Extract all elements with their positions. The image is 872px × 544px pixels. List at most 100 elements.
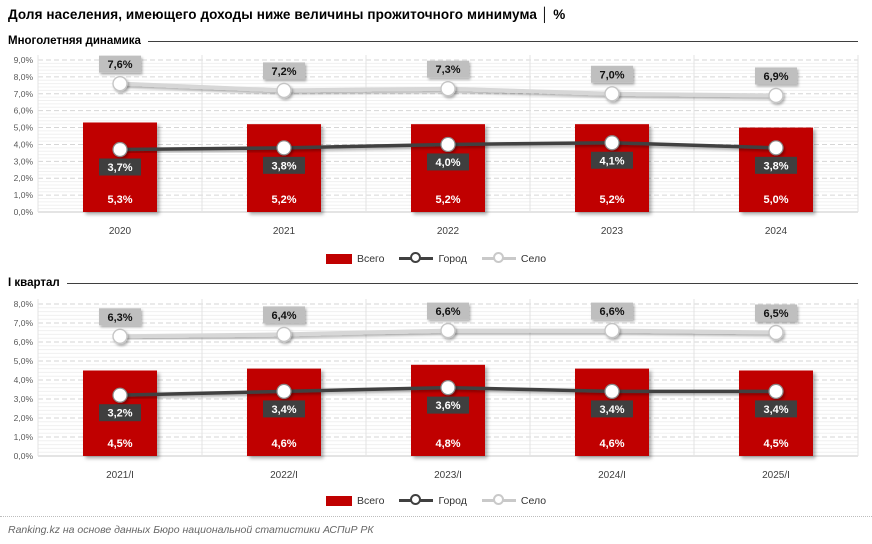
total-swatch-icon [325, 253, 352, 264]
city-label: 4,0% [435, 157, 460, 169]
x-tick-label: 2023/I [434, 470, 462, 481]
city-label: 3,4% [599, 404, 624, 416]
city-marker [604, 135, 620, 151]
village-label-box [263, 306, 305, 324]
village-line-icon [481, 494, 516, 507]
village-marker [768, 87, 784, 104]
y-tick-label: 7,0% [14, 89, 34, 99]
city-label: 3,8% [271, 160, 296, 172]
x-tick-label: 2021/I [106, 470, 134, 481]
legend-quarter: Всего Город Село [0, 494, 872, 507]
city-label: 3,2% [107, 408, 132, 420]
y-tick-label: 6,0% [14, 337, 34, 347]
total-swatch-icon [325, 495, 352, 506]
y-tick-label: 7,0% [14, 318, 34, 328]
x-tick-label: 2025/I [762, 470, 790, 481]
city-marker [112, 141, 128, 158]
y-tick-label: 0,0% [14, 207, 34, 217]
city-line-icon [399, 494, 434, 507]
multiyear-chart: 0,0% 1,0% 2,0% 3,0% 4,0% 5,0% 6,0% 7,0% 8,0% 9,0%… [14, 55, 859, 237]
bar-total-label: 5,2% [435, 194, 460, 206]
legend-label-village: Село [520, 494, 547, 507]
city-marker [112, 387, 128, 403]
y-tick-label: 4,0% [14, 139, 34, 149]
y-tick-label: 9,0% [14, 55, 34, 65]
y-tick-label: 4,0% [14, 375, 34, 385]
village-line-icon [481, 252, 516, 265]
legend-label-city: Город [438, 252, 467, 265]
village-label-box [755, 304, 797, 322]
city-label-box [755, 156, 797, 174]
village-label: 7,3% [435, 64, 460, 76]
bar-total-label: 4,6% [271, 438, 296, 450]
city-label: 3,4% [271, 404, 296, 416]
y-tick-label: 8,0% [14, 299, 34, 309]
village-label: 6,9% [763, 71, 788, 83]
village-marker [276, 326, 292, 343]
footer-source-note: Ranking.kz на основе данных Бюро национа… [0, 516, 872, 536]
city-label: 3,7% [107, 162, 132, 174]
city-marker [440, 379, 456, 396]
village-label-box [591, 65, 633, 83]
section-rule [66, 283, 858, 284]
village-label: 6,3% [107, 312, 132, 324]
legend-label-village: Село [520, 252, 547, 265]
bar-total-label: 4,5% [763, 438, 788, 450]
city-marker [276, 140, 292, 156]
y-tick-label: 3,0% [14, 394, 34, 404]
legend-item-city: Город [399, 252, 467, 265]
x-tick-label: 2024 [765, 226, 788, 237]
x-tick-label: 2022 [437, 226, 460, 237]
section-title-multiyear: Многолетняя динамика [8, 35, 141, 47]
legend-label-total: Всего [356, 252, 385, 265]
quarter-chart: 0,0% 1,0% 2,0% 3,0% 4,0% 5,0% 6,0% 7,0% 8,0% 2021… [14, 299, 859, 481]
village-marker [112, 75, 128, 92]
bar-total-label: 5,2% [599, 194, 624, 206]
village-label: 6,4% [271, 310, 296, 322]
city-label: 3,4% [763, 404, 788, 416]
village-label: 7,6% [107, 59, 132, 71]
village-marker [604, 322, 620, 339]
village-marker [440, 322, 456, 339]
city-label-box [427, 396, 469, 414]
legend-label-total: Всего [356, 494, 385, 507]
legend-item-total: Всего [325, 494, 385, 507]
y-tick-label: 5,0% [14, 356, 34, 366]
bar-total-label: 4,5% [107, 438, 132, 450]
page-title: Доля населения, имеющего доходы ниже вел… [8, 7, 566, 22]
city-label-box [755, 400, 797, 418]
legend-item-total: Всего [325, 252, 385, 265]
bar-total-label: 5,2% [271, 194, 296, 206]
bar-total-label: 5,3% [107, 194, 132, 206]
city-label-box [591, 151, 633, 169]
city-marker [276, 383, 292, 400]
city-label-box [263, 156, 305, 174]
y-tick-label: 5,0% [14, 123, 34, 133]
y-tick-label: 2,0% [14, 413, 34, 423]
y-tick-label: 8,0% [14, 72, 34, 82]
y-tick-label: 1,0% [14, 432, 34, 442]
village-label-box [263, 62, 305, 80]
x-tick-label: 2021 [273, 226, 296, 237]
legend-item-city: Город [399, 494, 467, 507]
village-label-box [99, 308, 141, 326]
village-marker [604, 86, 620, 102]
x-tick-label: 2020 [109, 226, 132, 237]
legend-multiyear: Всего Город Село [0, 252, 872, 265]
city-label-box [591, 400, 633, 418]
section-header-multiyear: Многолетняя динамика [8, 35, 858, 47]
section-title-quarter: I квартал [8, 277, 60, 289]
city-label-box [99, 158, 141, 176]
city-label-box [427, 153, 469, 171]
village-label: 7,0% [599, 69, 624, 81]
city-marker [768, 383, 784, 400]
bar-total-label: 4,8% [435, 438, 460, 450]
village-label: 7,2% [271, 66, 296, 78]
section-header-quarter: I квартал [8, 277, 858, 289]
village-label-box [99, 55, 141, 73]
village-label: 6,5% [763, 308, 788, 320]
village-marker [276, 82, 292, 99]
x-tick-label: 2023 [601, 226, 624, 237]
bar-total-label: 5,0% [763, 194, 788, 206]
village-marker [440, 81, 456, 97]
